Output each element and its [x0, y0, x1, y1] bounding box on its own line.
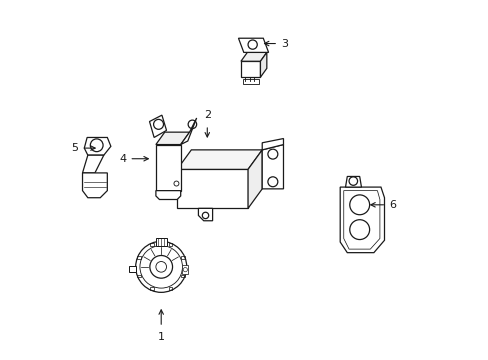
Text: 2: 2 — [203, 110, 210, 120]
Polygon shape — [156, 145, 181, 191]
Text: 3: 3 — [281, 39, 287, 49]
Bar — [242, 79, 258, 84]
Polygon shape — [238, 38, 268, 53]
Text: 1: 1 — [158, 332, 164, 342]
Text: 5: 5 — [71, 143, 79, 153]
Polygon shape — [260, 53, 266, 77]
Bar — [168, 287, 172, 290]
Bar — [129, 266, 135, 272]
Polygon shape — [262, 139, 283, 150]
Polygon shape — [177, 150, 262, 169]
Bar — [150, 243, 154, 246]
Polygon shape — [177, 169, 247, 208]
Bar — [182, 265, 187, 274]
Polygon shape — [82, 155, 103, 173]
Bar — [181, 256, 184, 259]
Polygon shape — [345, 176, 361, 187]
Text: 6: 6 — [388, 200, 395, 210]
Polygon shape — [82, 173, 107, 198]
Polygon shape — [198, 208, 212, 221]
Polygon shape — [241, 61, 260, 77]
Polygon shape — [84, 138, 111, 155]
Polygon shape — [340, 187, 384, 253]
Bar — [181, 275, 184, 277]
Bar — [137, 275, 141, 277]
Polygon shape — [247, 150, 262, 208]
Polygon shape — [181, 118, 196, 145]
Bar — [156, 238, 166, 246]
Polygon shape — [149, 115, 166, 138]
Polygon shape — [156, 132, 189, 145]
Polygon shape — [241, 53, 266, 61]
Bar — [168, 243, 172, 246]
Text: 4: 4 — [119, 154, 126, 164]
Polygon shape — [262, 145, 283, 189]
Polygon shape — [156, 191, 181, 199]
Bar — [137, 256, 141, 259]
Bar — [150, 287, 154, 290]
